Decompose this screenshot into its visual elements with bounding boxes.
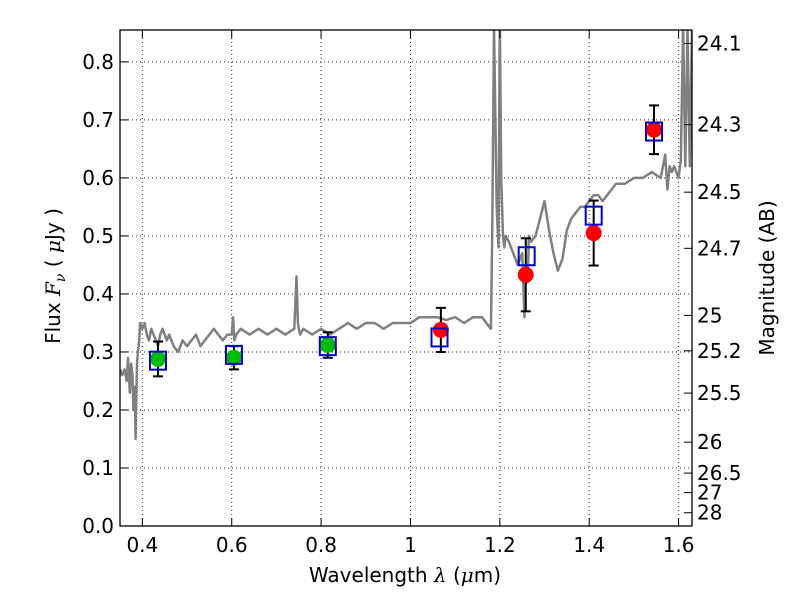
model-box bbox=[430, 327, 449, 348]
x-tick-label: 1.2 bbox=[484, 533, 516, 557]
y2-tick-label: 27 bbox=[697, 481, 722, 505]
nir-data-point bbox=[585, 225, 602, 242]
model-boxes bbox=[148, 121, 664, 371]
observed-points bbox=[149, 121, 663, 367]
model-box bbox=[148, 350, 167, 371]
y-tick-label: 0.3 bbox=[82, 340, 114, 364]
y-tick-label: 0.2 bbox=[82, 398, 114, 422]
x-tick-label: 1 bbox=[404, 533, 417, 557]
spectrum-line bbox=[120, 30, 692, 441]
y2-tick-label: 24.1 bbox=[697, 31, 742, 55]
grid bbox=[120, 30, 692, 527]
spectrum-series bbox=[120, 30, 692, 441]
y2-tick-label: 24.3 bbox=[697, 113, 742, 137]
model-box bbox=[584, 205, 603, 226]
model-box bbox=[517, 246, 536, 267]
y2-tick-label: 26 bbox=[697, 430, 722, 454]
x-tick-label: 0.4 bbox=[126, 533, 158, 557]
model-box bbox=[224, 344, 243, 365]
nir-data-point bbox=[517, 266, 534, 283]
y-tick-label: 0.6 bbox=[82, 166, 114, 190]
y2-axis-label: Magnitude (AB) bbox=[755, 200, 779, 355]
model-box bbox=[318, 336, 337, 357]
x-tick-label: 1.6 bbox=[663, 533, 695, 557]
y-axis-label: Flux Fν ( μJy ) bbox=[41, 208, 69, 344]
nir-data-point bbox=[646, 121, 663, 138]
y2-tick-label: 25 bbox=[697, 303, 722, 327]
tick-labels: 0.4 0.6 0.8 1 1.2 1.4 1.6 0.0 0.1 0.2 0.3 0.4 0.5 0.6… bbox=[82, 31, 741, 557]
optical-data-point bbox=[319, 337, 336, 354]
x-tick-label: 1.4 bbox=[573, 533, 605, 557]
x-axis-label: Wavelength λ (μm) bbox=[309, 563, 501, 587]
y-tick-label: 0.8 bbox=[82, 50, 114, 74]
y2-tick-label: 25.5 bbox=[697, 381, 742, 405]
y-tick-label: 0.0 bbox=[82, 514, 114, 538]
plot-frame bbox=[119, 29, 693, 527]
x-tick-label: 0.6 bbox=[216, 533, 248, 557]
y-tick-label: 0.1 bbox=[82, 456, 114, 480]
nir-data-point bbox=[432, 321, 449, 338]
y-tick-label: 0.7 bbox=[82, 108, 114, 132]
y-tick-label: 0.4 bbox=[82, 282, 114, 306]
y-tick-label: 0.5 bbox=[82, 224, 114, 248]
y2-tick-label: 26.5 bbox=[697, 461, 742, 485]
x-tick-label: 0.8 bbox=[305, 533, 337, 557]
model-box bbox=[645, 121, 664, 142]
axes bbox=[119, 29, 693, 527]
tick-marks bbox=[120, 30, 692, 527]
optical-data-point bbox=[225, 349, 242, 366]
y2-tick-label: 28 bbox=[697, 501, 722, 525]
y2-tick-label: 24.7 bbox=[697, 236, 742, 260]
y2-tick-label: 24.5 bbox=[697, 180, 742, 204]
y2-tick-label: 25.2 bbox=[697, 339, 742, 363]
optical-data-point bbox=[149, 350, 166, 367]
